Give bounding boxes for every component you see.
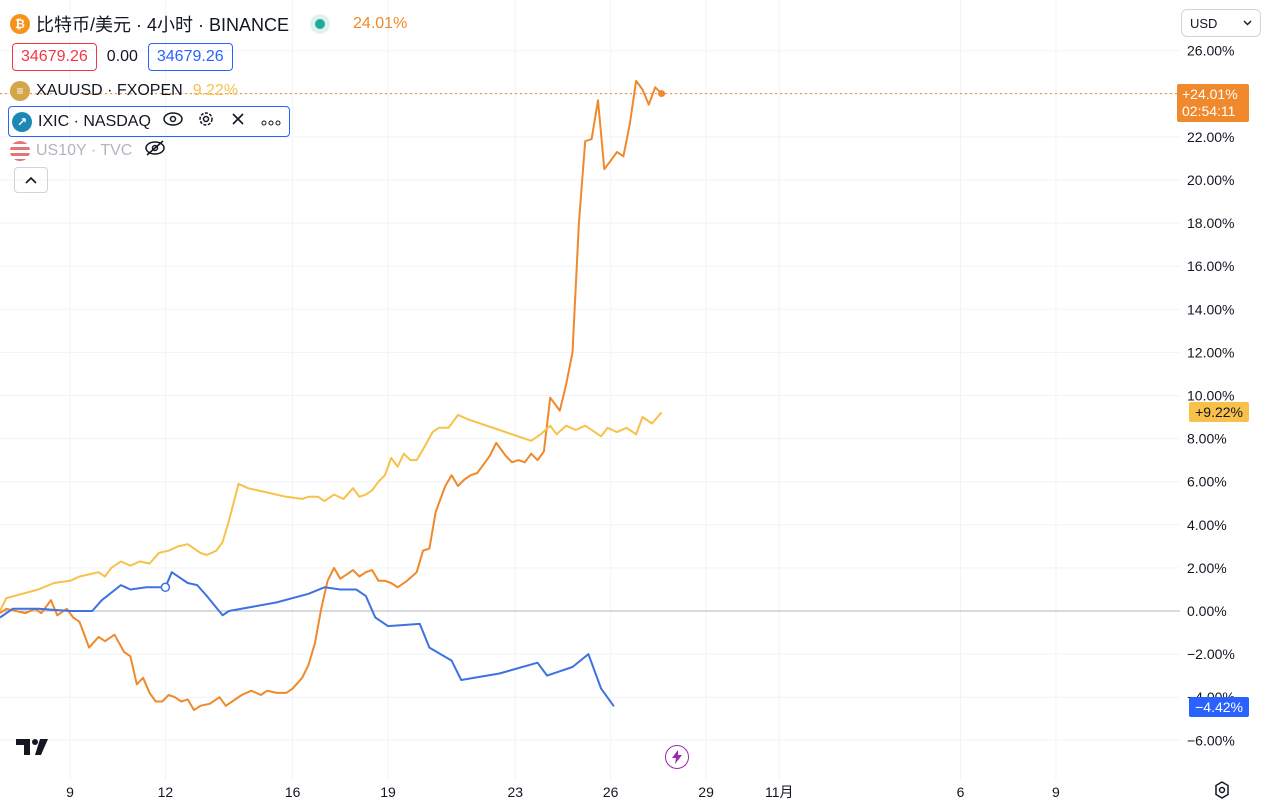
close-icon[interactable] <box>231 112 245 131</box>
legend-value: 9.22% <box>192 82 239 99</box>
more-icon[interactable] <box>261 113 281 131</box>
currency-select[interactable]: USD <box>1181 9 1261 37</box>
btc-tag-value: +24.01% <box>1182 86 1238 102</box>
axis-settings-icon[interactable] <box>1212 780 1232 805</box>
us-flag-icon <box>10 140 30 161</box>
x-tick-label: 29 <box>698 784 714 800</box>
ixic-price-tag: −4.42% <box>1189 697 1249 717</box>
series-line-btc[interactable] <box>0 79 663 712</box>
gold-icon: ≡ <box>10 81 30 101</box>
y-tick-label: 14.00% <box>1187 301 1234 317</box>
bitcoin-icon: ₿ <box>10 14 30 34</box>
y-tick-label: 4.00% <box>1187 517 1227 533</box>
y-tick-label: 20.00% <box>1187 172 1234 188</box>
currency-label: USD <box>1190 15 1218 31</box>
x-tick-label: 9 <box>66 784 74 800</box>
eye-icon[interactable] <box>163 112 183 131</box>
x-tick-label: 23 <box>507 784 523 800</box>
y-tick-label: 16.00% <box>1187 258 1234 274</box>
tradingview-logo[interactable] <box>16 737 54 762</box>
y-tick-label: 6.00% <box>1187 474 1227 490</box>
chevron-down-icon <box>1243 20 1252 26</box>
legend-item-ixic[interactable]: ↗ IXIC · NASDAQ <box>8 106 290 137</box>
chevron-up-icon <box>25 176 37 184</box>
y-tick-label: 26.00% <box>1187 43 1234 59</box>
x-tick-label: 26 <box>603 784 619 800</box>
legend-label: IXIC · NASDAQ <box>38 112 151 130</box>
y-tick-label: 10.00% <box>1187 388 1234 404</box>
eye-off-icon[interactable] <box>144 140 166 161</box>
bid-price[interactable]: 34679.26 <box>12 43 97 71</box>
y-tick-label: 0.00% <box>1187 603 1227 619</box>
x-tick-label: 11月 <box>765 784 794 800</box>
y-tick-label: 8.00% <box>1187 431 1227 447</box>
btc-tag-countdown: 02:54:11 <box>1182 103 1236 119</box>
btc-price-tag: +24.01% 02:54:11 <box>1177 84 1249 122</box>
price-row: 34679.26 0.00 34679.26 <box>12 43 233 71</box>
nasdaq-icon: ↗ <box>12 111 32 132</box>
legend-label: XAUUSD · FXOPEN <box>36 82 183 99</box>
status-dot-icon <box>315 19 326 29</box>
y-axis[interactable]: 26.00%24.00%22.00%20.00%18.00%16.00%14.0… <box>1187 43 1235 749</box>
symbol-title: 比特币/美元 · 4小时 · BINANCE <box>36 15 290 35</box>
x-tick-label: 16 <box>285 784 301 800</box>
lightning-icon[interactable] <box>665 745 689 769</box>
ixic-marker-point[interactable] <box>160 582 171 593</box>
x-tick-label: 9 <box>1052 784 1060 800</box>
gold-price-tag: +9.22% <box>1189 402 1249 422</box>
x-tick-label: 12 <box>158 784 174 800</box>
x-tick-label: 19 <box>380 784 396 800</box>
legend-item-xauusd[interactable]: ≡ XAUUSD · FXOPEN 9.22% <box>10 81 238 101</box>
series-layer <box>0 79 1180 712</box>
main-symbol-row[interactable]: ₿ 比特币/美元 · 4小时 · BINANCE 24.01% <box>10 11 407 37</box>
btc-last-point <box>658 90 666 98</box>
collapse-legend-button[interactable] <box>14 167 48 193</box>
legend-item-us10y[interactable]: US10Y · TVC <box>10 140 166 161</box>
y-tick-label: −6.00% <box>1187 732 1235 748</box>
x-tick-label: 6 <box>957 784 965 800</box>
series-line-gold[interactable] <box>0 411 663 612</box>
x-axis[interactable]: 9 12 16 19 23 26 29 11月 6 9 <box>66 784 1060 800</box>
y-tick-label: 12.00% <box>1187 344 1234 360</box>
main-change: 24.01% <box>353 15 408 32</box>
ask-price[interactable]: 34679.26 <box>147 43 233 71</box>
y-tick-label: 18.00% <box>1187 215 1234 231</box>
series-line-ixic[interactable] <box>0 571 615 707</box>
gear-icon[interactable] <box>197 110 215 133</box>
y-tick-label: −2.00% <box>1187 646 1235 662</box>
spread-value: 0.00 <box>106 48 138 65</box>
legend-label: US10Y · TVC <box>36 141 133 159</box>
y-tick-label: 22.00% <box>1187 129 1234 145</box>
y-tick-label: 2.00% <box>1187 560 1227 576</box>
